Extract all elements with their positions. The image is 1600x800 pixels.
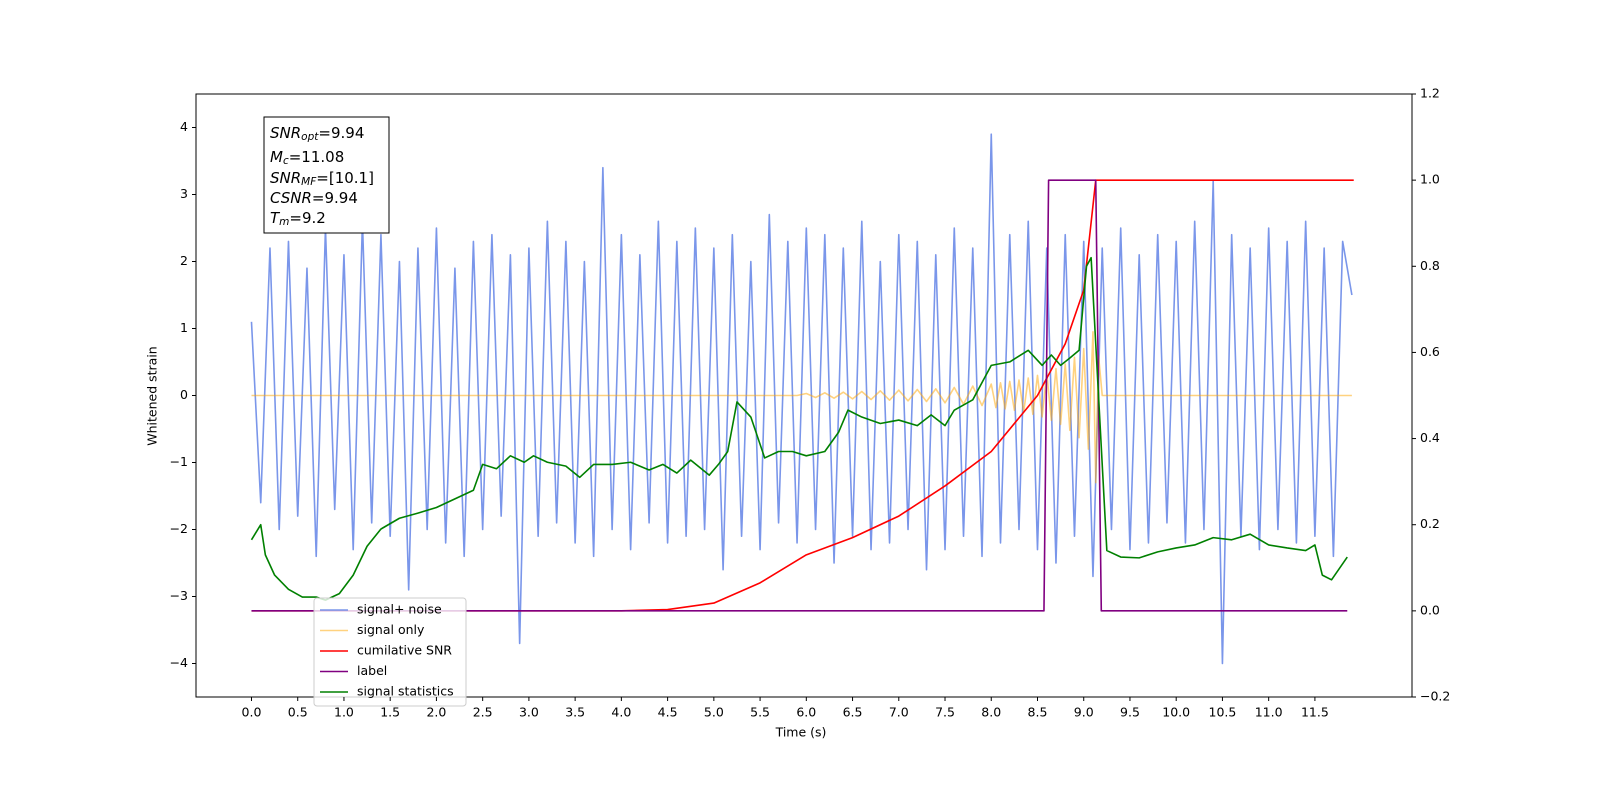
annotation-value: =9.94: [318, 124, 364, 142]
x-tick-label: 8.0: [981, 705, 1001, 720]
x-tick-label: 9.5: [1120, 705, 1140, 720]
annotation-value: =[10.1]: [316, 169, 374, 187]
annotation-symbol: SNR: [270, 124, 301, 142]
y-tick-label: 3: [180, 186, 188, 201]
y-tick-label: −1: [170, 454, 188, 469]
x-tick-label: 6.0: [796, 705, 816, 720]
series-line: [250, 133, 1353, 665]
y2-tick-label: 0.6: [1420, 344, 1440, 359]
y-tick-label: −3: [170, 588, 188, 603]
y2-tick-label: 1.0: [1420, 172, 1440, 187]
x-tick-label: 11.5: [1301, 705, 1329, 720]
y-tick-label: −4: [170, 655, 188, 670]
plot-area: [250, 133, 1354, 665]
annotation-symbol: T: [270, 209, 281, 227]
x-tick-label: 2.0: [426, 705, 446, 720]
annotation-text: CSNR=9.94: [270, 189, 358, 207]
x-tick-label: 4.0: [611, 705, 631, 720]
x-tick-label: 6.5: [843, 705, 863, 720]
annotation-subscript: opt: [301, 131, 319, 143]
y2-tick-label: 0.4: [1420, 430, 1440, 445]
y-axis-label: Whitened strain: [145, 346, 160, 445]
x-tick-label: 1.0: [334, 705, 354, 720]
x-tick-label: 8.5: [1028, 705, 1048, 720]
legend-label: cumilative SNR: [357, 643, 452, 658]
x-tick-label: 0.0: [242, 705, 262, 720]
x-axis-label: Time (s): [775, 725, 827, 740]
annotation-subscript: m: [279, 216, 289, 228]
series-line: [251, 331, 1352, 484]
annotation-subscript: MF: [301, 176, 317, 188]
x-tick-label: 7.0: [889, 705, 909, 720]
y2-tick-label: 0.0: [1420, 602, 1440, 617]
annotation-text: Tm=9.2: [270, 209, 326, 229]
annotation-symbol: SNR: [270, 169, 301, 187]
y-tick-label: 2: [180, 253, 188, 268]
legend-label: signal only: [357, 622, 425, 637]
x-tick-label: 5.0: [704, 705, 724, 720]
series-line: [251, 179, 1354, 612]
y2-tick-label: 1.2: [1420, 86, 1440, 101]
x-tick-label: 0.5: [288, 705, 308, 720]
annotation-text: Mc=11.08: [270, 148, 344, 168]
x-tick-label: 1.5: [380, 705, 400, 720]
x-tick-label: 9.0: [1074, 705, 1094, 720]
annotation-box: SNRopt=9.94Mc=11.08SNRMF=[10.1]CSNR=9.94…: [263, 116, 390, 234]
x-tick-label: 3.0: [519, 705, 539, 720]
y2-tick-label: 0.8: [1420, 258, 1440, 273]
annotation-value: =11.08: [289, 148, 345, 166]
annotation-text: SNRMF=[10.1]: [270, 169, 374, 189]
y-tick-label: 1: [180, 320, 188, 335]
annotation-frame: [263, 116, 390, 234]
legend-label: label: [357, 663, 387, 678]
legend-label: signal+ noise: [357, 602, 442, 617]
legend-frame: [313, 597, 467, 707]
y-tick-label: 4: [180, 119, 188, 134]
annotation-symbol: M: [270, 148, 283, 166]
x-tick-label: 2.5: [473, 705, 493, 720]
y-tick-label: 0: [180, 387, 188, 402]
x-tick-label: 10.5: [1209, 705, 1237, 720]
x-tick-label: 4.5: [658, 705, 678, 720]
annotation-value: =9.94: [312, 189, 358, 207]
annotation-value: =9.2: [289, 209, 325, 227]
y2-tick-label: −0.2: [1420, 689, 1450, 704]
y2-tick-label: 0.2: [1420, 516, 1440, 531]
legend-label: signal statistics: [357, 684, 454, 699]
y-tick-label: −2: [170, 521, 188, 536]
x-tick-label: 3.5: [565, 705, 585, 720]
series-line: [250, 256, 1348, 601]
series-line: [251, 179, 1348, 612]
x-tick-label: 5.5: [750, 705, 770, 720]
x-tick-label: 10.0: [1162, 705, 1190, 720]
x-tick-label: 11.0: [1255, 705, 1283, 720]
annotation-symbol: CSNR: [270, 189, 312, 207]
legend: signal+ noise signal only cumilative SNR la…: [313, 597, 467, 707]
annotation-subscript: c: [283, 155, 289, 167]
annotation-text: SNRopt=9.94: [270, 124, 364, 144]
x-tick-label: 7.5: [935, 705, 955, 720]
